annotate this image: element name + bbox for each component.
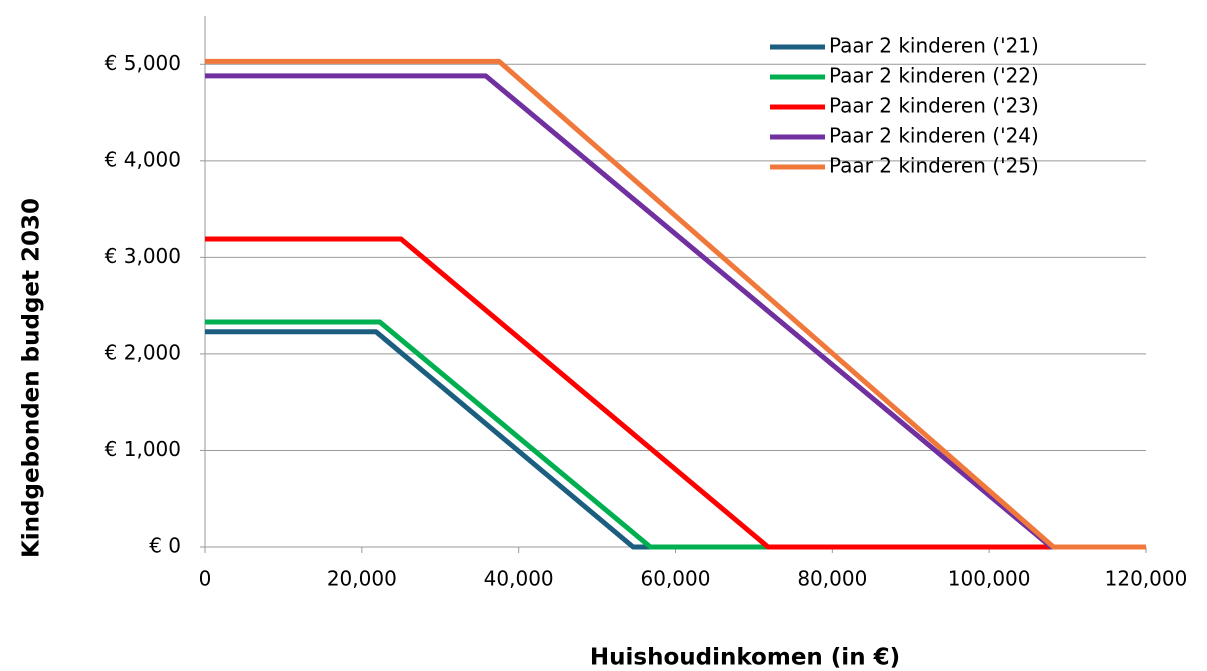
y-tick-label: € 3,000 (105, 244, 181, 268)
line-series (205, 319, 1146, 550)
legend-label: Paar 2 kinderen ('24) (829, 124, 1039, 148)
y-tick-label: € 1,000 (105, 437, 181, 461)
x-tick-label: 60,000 (641, 567, 711, 591)
y-tick-label: € 5,000 (105, 51, 181, 75)
y-tick-label: € 2,000 (105, 340, 181, 364)
x-tick-label: 20,000 (327, 567, 397, 591)
x-tick-label: 80,000 (797, 567, 867, 591)
y-tick-label: € 0 (149, 534, 181, 558)
x-tick-label: 120,000 (1105, 567, 1188, 591)
line-series (205, 58, 1146, 550)
y-axis-title: Kindgebonden budget 2030 (19, 198, 45, 558)
x-axis-title: Huishoudinkomen (in €) (590, 645, 900, 671)
x-tick-label: 40,000 (484, 567, 554, 591)
y-tick-label: € 4,000 (105, 147, 181, 171)
legend-label: Paar 2 kinderen ('21) (829, 34, 1039, 58)
legend-label: Paar 2 kinderen ('25) (829, 154, 1039, 178)
line-series (205, 329, 1146, 550)
legend-label: Paar 2 kinderen ('23) (829, 94, 1039, 118)
x-tick-label: 0 (199, 567, 212, 591)
line-series (205, 236, 1146, 550)
legend-label: Paar 2 kinderen ('22) (829, 64, 1039, 88)
x-tick-label: 100,000 (948, 567, 1031, 591)
